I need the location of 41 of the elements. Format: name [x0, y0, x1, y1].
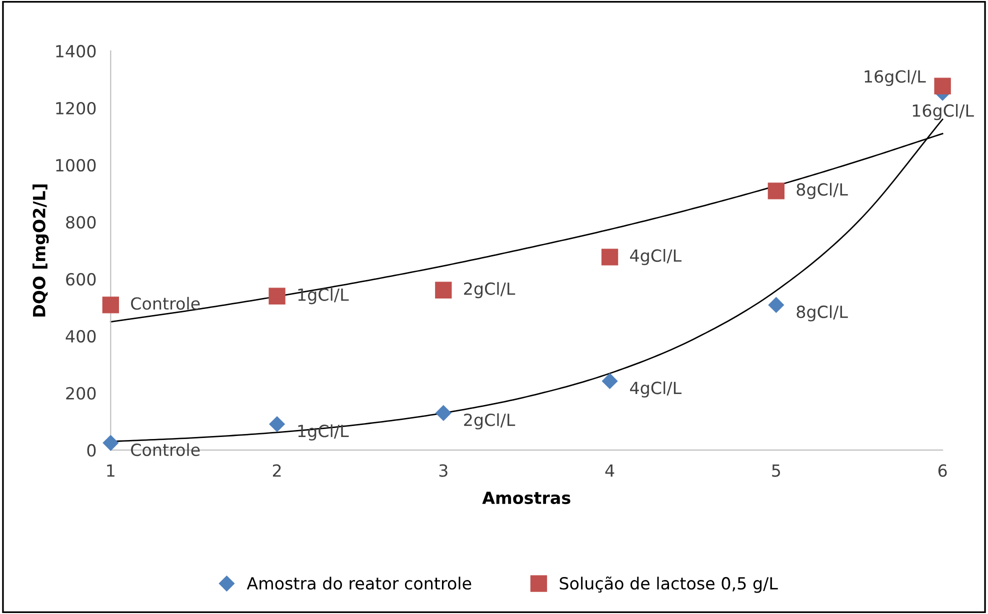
annotation: 2gCl/L — [464, 413, 516, 430]
annotation: 2gCl/L — [464, 282, 516, 298]
point — [768, 182, 785, 200]
x-axis-title: Amostras — [482, 492, 570, 504]
annotation: 8gCl/L — [796, 305, 848, 322]
annotation: 8gCl/L — [796, 182, 848, 199]
y-tick-label: 800 — [66, 216, 96, 229]
annotation: 16gCl/L — [864, 70, 926, 86]
annotation: 16gCl/L — [912, 104, 974, 120]
legend-label: Solução de lactose 0,5 g/L — [560, 576, 778, 593]
point — [435, 282, 452, 298]
point — [102, 435, 118, 451]
point — [602, 373, 618, 389]
y-tick-label: 1200 — [56, 102, 96, 115]
annotation: Controle — [131, 443, 200, 456]
y-tick-label: 1400 — [56, 44, 96, 58]
y-tick-label: 200 — [66, 387, 96, 400]
point — [768, 297, 784, 313]
x-tick-label: 5 — [772, 464, 780, 477]
point — [436, 405, 452, 421]
point — [601, 248, 618, 266]
annotation: 4gCl/L — [630, 249, 682, 266]
annotation: Controle — [131, 296, 200, 310]
x-tick-label: 4 — [605, 464, 614, 477]
y-tick-label: 0 — [87, 444, 96, 457]
x-tick-label: 1 — [107, 464, 114, 477]
y-axis-title: DQO [mgO2/L] — [32, 184, 49, 316]
x-tick-label: 2 — [272, 464, 281, 477]
y-tick-label: 600 — [66, 272, 96, 286]
point — [268, 288, 286, 304]
annotation: 4gCl/L — [630, 381, 682, 398]
y-tick-label: 400 — [66, 330, 96, 343]
annotation: 1gCl/L — [298, 288, 349, 304]
point — [102, 296, 119, 314]
legend-label: Amostra do reator controle — [246, 576, 472, 590]
x-tick-label: 6 — [938, 464, 947, 477]
annotation: 1gCl/L — [298, 424, 349, 441]
x-tick-label: 3 — [439, 464, 448, 477]
y-tick-label: 1000 — [56, 158, 96, 172]
point — [934, 78, 951, 94]
point — [269, 416, 285, 432]
